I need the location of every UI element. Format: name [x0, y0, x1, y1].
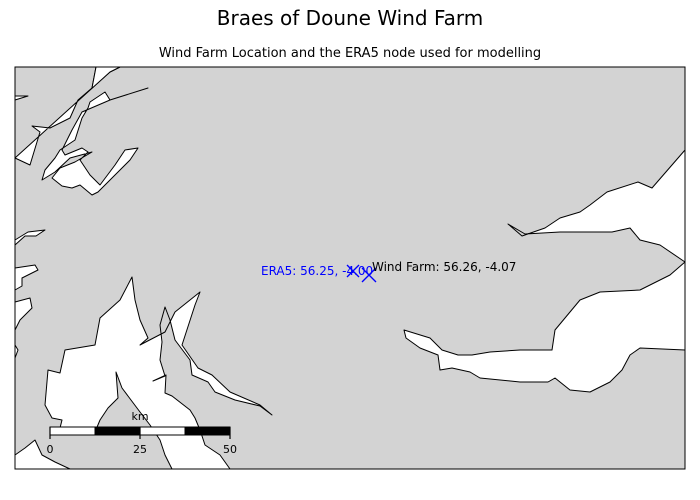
scale-bar-tick-label: 25	[133, 443, 147, 456]
map-title: Braes of Doune Wind Farm	[216, 6, 484, 30]
wind-farm-label: Wind Farm: 56.26, -4.07	[372, 260, 516, 274]
wind-farm-marker	[361, 267, 377, 283]
scale-bar: km 0 25 50	[47, 410, 238, 456]
map-subtitle: Wind Farm Location and the ERA5 node use…	[158, 46, 542, 61]
era5-marker	[346, 264, 360, 278]
loch-north-west	[14, 66, 149, 196]
loch-west	[14, 229, 46, 359]
scale-bar-segment	[94, 426, 141, 436]
scale-bar-tick-label: 0	[47, 443, 54, 456]
scale-bar-segment	[49, 426, 96, 436]
scale-bar-segment	[139, 426, 186, 436]
scale-bar-segment	[184, 426, 231, 436]
firth-south	[14, 439, 71, 470]
era5-label: ERA5: 56.25, -4.00	[261, 264, 373, 278]
scale-bar-tick-label: 50	[223, 443, 237, 456]
scale-bar-unit: km	[131, 410, 148, 423]
